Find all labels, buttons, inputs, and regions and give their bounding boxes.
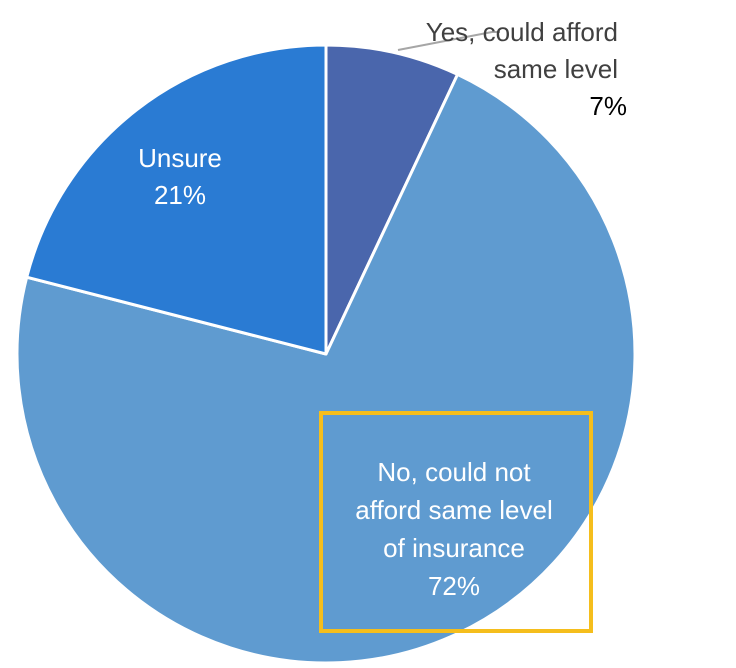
pie-slice-0 — [324, 43, 460, 356]
slice-label-1-line-0: No, could not — [377, 457, 531, 487]
slice-value-label-1: 72% — [428, 571, 480, 601]
slice-label-1: No, could not afford same level of insuran… — [355, 457, 553, 601]
slice-label-1-line-2: of insurance — [383, 533, 525, 563]
slice-label-0-line-0: Yes, could afford — [426, 17, 618, 47]
slice-label-2: Unsure 21% — [138, 143, 222, 210]
highlight-box — [319, 411, 593, 633]
slice-label-0-line-1: same level — [494, 54, 618, 84]
slice-value-label-2: 21% — [154, 180, 206, 210]
slice-value-label-0: 7% — [589, 91, 627, 121]
slice-label-0: Yes, could afford same level 7% — [426, 17, 627, 121]
pie-slice-2 — [25, 43, 328, 356]
leader-line-0 — [397, 31, 500, 51]
slice-label-1-line-1: afford same level — [355, 495, 553, 525]
slice-label-2-line-0: Unsure — [138, 143, 222, 173]
pie-slice-1 — [15, 72, 637, 665]
